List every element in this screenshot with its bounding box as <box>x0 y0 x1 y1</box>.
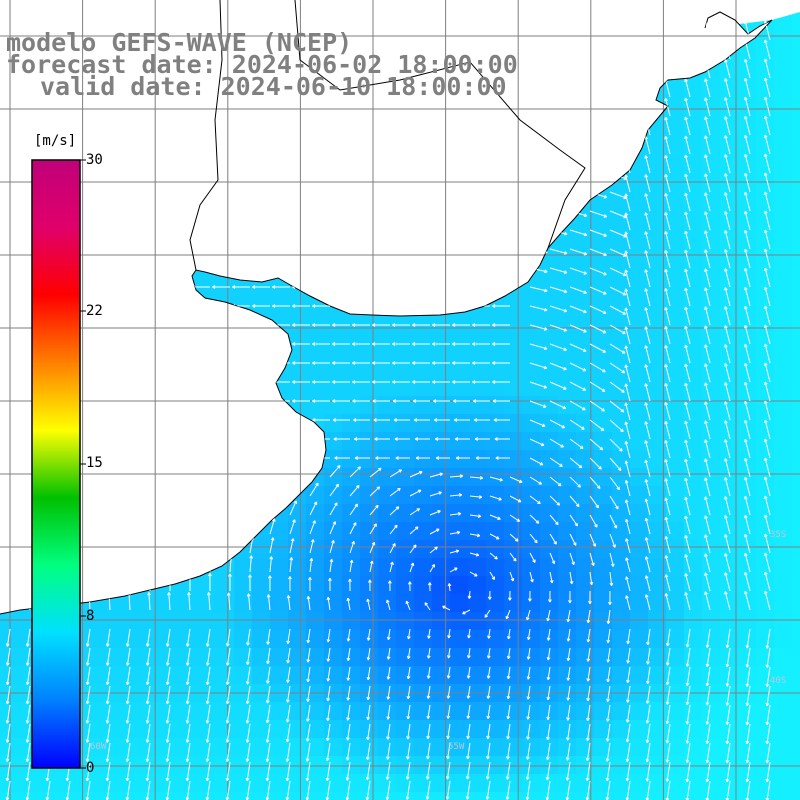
colorbar <box>31 159 86 769</box>
colorbar-tick-0: 0 <box>86 760 95 776</box>
lon-label-55w: 55W <box>448 742 465 752</box>
land-mass <box>0 0 800 614</box>
river-outline <box>189 0 586 271</box>
colorbar-units: [m/s] <box>34 133 77 149</box>
colorbar-tick-30: 30 <box>86 152 103 168</box>
lon-label-60w: 60W <box>90 742 107 752</box>
colorbar-tick-8: 8 <box>86 608 95 624</box>
valid-date: valid date: 2024-06-10 18:00:00 <box>40 72 507 101</box>
forecast-date: forecast date: 2024-06-02 18:00:00 <box>6 50 518 79</box>
colorbar-tick-22: 22 <box>86 303 103 319</box>
colorbar-tick-15: 15 <box>86 455 103 471</box>
coastline <box>0 11 773 615</box>
lat-label-40s: 40S <box>770 676 787 686</box>
model-title: modelo GEFS-WAVE (NCEP) <box>6 28 353 57</box>
lat-label-35s: 35S <box>770 530 787 540</box>
